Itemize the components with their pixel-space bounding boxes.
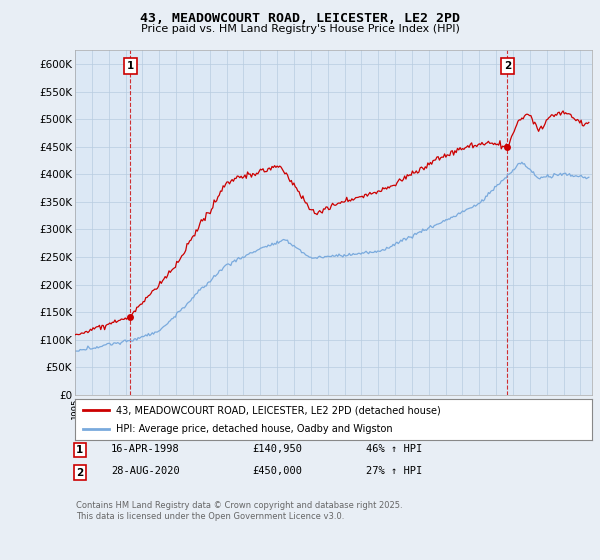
Text: 16-APR-1998: 16-APR-1998: [111, 444, 180, 454]
Text: HPI: Average price, detached house, Oadby and Wigston: HPI: Average price, detached house, Oadb…: [116, 424, 393, 433]
Text: 27% ↑ HPI: 27% ↑ HPI: [366, 466, 422, 477]
Text: 43, MEADOWCOURT ROAD, LEICESTER, LE2 2PD: 43, MEADOWCOURT ROAD, LEICESTER, LE2 2PD: [140, 12, 460, 25]
Text: 28-AUG-2020: 28-AUG-2020: [111, 466, 180, 477]
Text: 2: 2: [76, 468, 83, 478]
Text: £450,000: £450,000: [252, 466, 302, 477]
Text: 46% ↑ HPI: 46% ↑ HPI: [366, 444, 422, 454]
Text: Price paid vs. HM Land Registry's House Price Index (HPI): Price paid vs. HM Land Registry's House …: [140, 24, 460, 34]
Text: 1: 1: [76, 445, 83, 455]
Text: 43, MEADOWCOURT ROAD, LEICESTER, LE2 2PD (detached house): 43, MEADOWCOURT ROAD, LEICESTER, LE2 2PD…: [116, 405, 441, 415]
Text: 2: 2: [503, 61, 511, 71]
Text: 1: 1: [127, 61, 134, 71]
Text: Contains HM Land Registry data © Crown copyright and database right 2025.
This d: Contains HM Land Registry data © Crown c…: [76, 501, 403, 521]
Text: £140,950: £140,950: [252, 444, 302, 454]
